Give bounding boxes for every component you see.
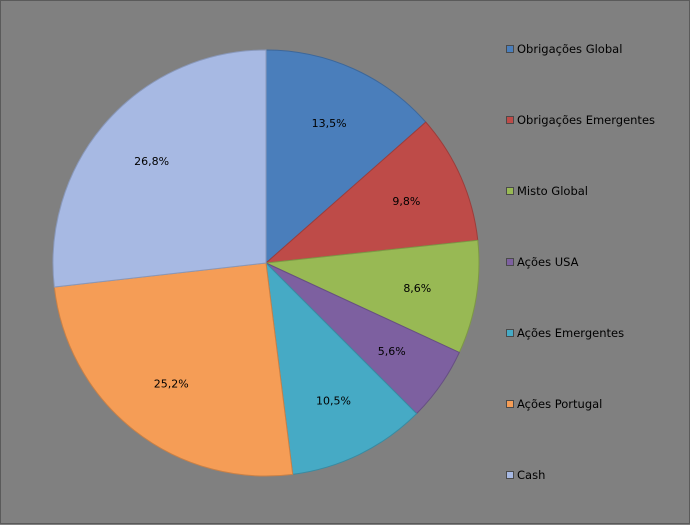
- data-label-obrigacoes-global: 13,5%: [312, 117, 347, 130]
- pie-slice-obrigacoes-global: [265, 49, 427, 265]
- legend-label: Obrigações Global: [517, 42, 623, 56]
- data-label-cash: 26,8%: [134, 155, 169, 168]
- legend-label: Obrigações Emergentes: [517, 113, 656, 127]
- data-label-misto-global: 8,6%: [403, 282, 431, 295]
- legend-item-obrigacoes-global: Obrigações Global: [506, 39, 622, 59]
- pie-slice-acoes-emergentes: [265, 261, 418, 475]
- legend-label: Ações Emergentes: [517, 326, 625, 340]
- legend-item-obrigacoes-emergentes: Obrigações Emergentes: [506, 110, 655, 130]
- data-label-obrigacoes-emergentes: 9,8%: [392, 195, 420, 208]
- legend-swatch: [506, 187, 514, 195]
- legend-label: Cash: [517, 468, 546, 482]
- pie-slice-acoes-portugal: [53, 262, 294, 477]
- pie-slice-misto-global: [264, 239, 480, 354]
- data-label-acoes-portugal: 25,2%: [154, 378, 189, 391]
- legend-item-acoes-portugal: Ações Portugal: [506, 394, 602, 414]
- legend-swatch: [506, 329, 514, 337]
- legend-label: Misto Global: [517, 184, 588, 198]
- pie-slice-obrigacoes-emergentes: [264, 121, 479, 264]
- legend-item-misto-global: Misto Global: [506, 181, 588, 201]
- legend-label: Ações Portugal: [517, 397, 603, 411]
- legend-swatch: [506, 45, 514, 53]
- legend-swatch: [506, 258, 514, 266]
- legend-label: Ações USA: [517, 255, 579, 269]
- legend-swatch: [506, 400, 514, 408]
- data-label-acoes-emergentes: 10,5%: [316, 395, 351, 408]
- legend-swatch: [506, 471, 514, 479]
- legend-item-cash: Cash: [506, 465, 545, 485]
- legend-item-acoes-usa: Ações USA: [506, 252, 579, 272]
- legend-item-acoes-emergentes: Ações Emergentes: [506, 323, 624, 343]
- data-label-acoes-usa: 5,6%: [378, 345, 406, 358]
- legend-swatch: [506, 116, 514, 124]
- pie-slice-cash: [52, 49, 267, 288]
